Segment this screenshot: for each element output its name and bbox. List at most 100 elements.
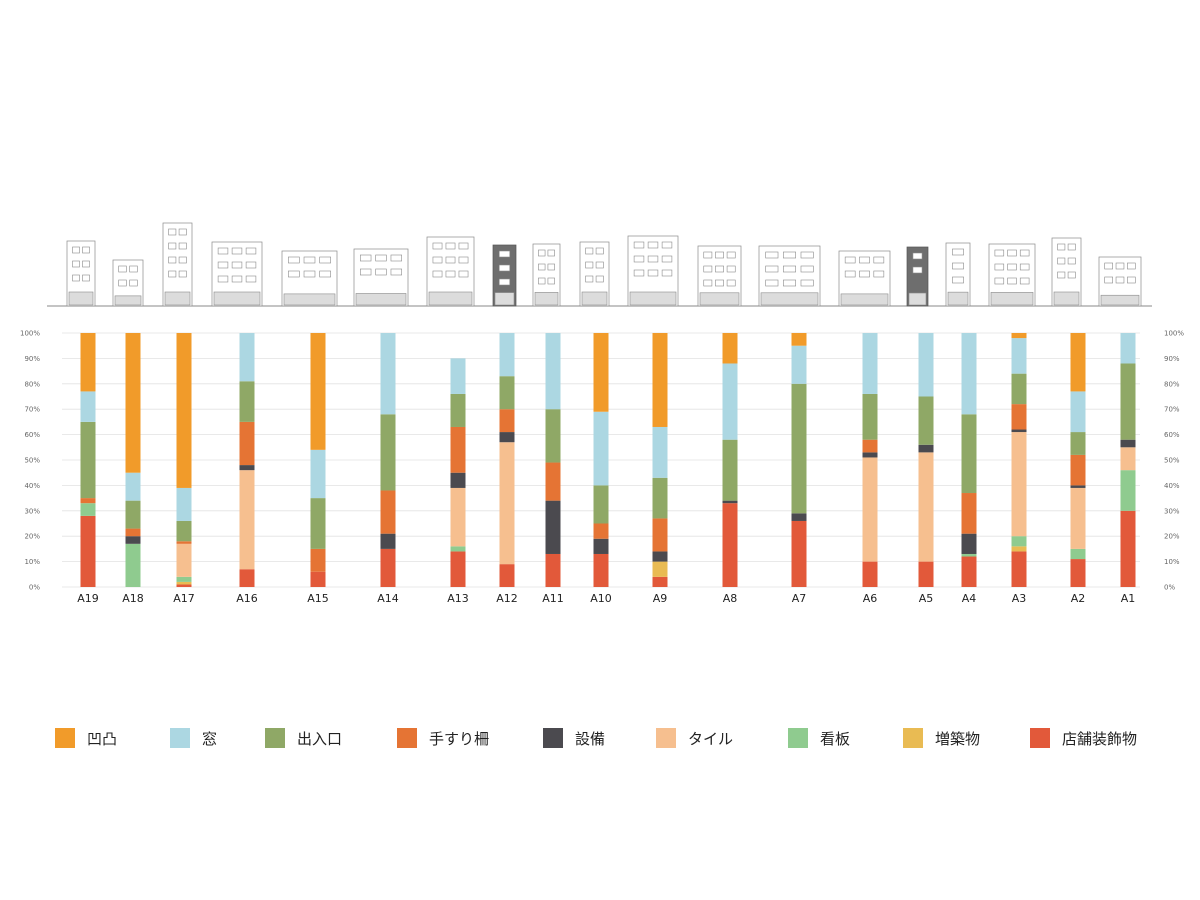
legend-item: 看板	[788, 728, 850, 748]
bar-segment	[1011, 546, 1027, 552]
bar-segment	[918, 561, 934, 587]
y-tick-label-right: 30%	[1164, 507, 1180, 515]
legend-label: 増築物	[935, 730, 980, 748]
legend-item: 窓	[170, 728, 217, 748]
bar-segment	[918, 444, 934, 453]
bar-segment	[862, 333, 878, 394]
facade-elevation	[162, 222, 193, 307]
bar-segment	[545, 409, 561, 463]
left-y-axis: 0% 10% 20% 30% 40% 50% 60% 70% 80% 90% 100%	[20, 330, 40, 592]
facade-elevation	[627, 235, 679, 307]
bar-segment	[862, 452, 878, 458]
category-label: A10	[590, 592, 612, 605]
bar-segment	[961, 414, 977, 494]
bar-segment	[450, 546, 466, 552]
facade-elevation	[112, 259, 144, 307]
legend-item: 出入口	[265, 728, 342, 748]
bar-segment	[380, 548, 396, 587]
bar-segment	[1070, 391, 1086, 433]
category-label: A5	[919, 592, 934, 605]
bar-segment	[80, 333, 96, 392]
category-label: A16	[236, 592, 258, 605]
bar-a4	[961, 333, 977, 587]
legend-item: 設備	[543, 728, 605, 748]
bar-segment	[80, 515, 96, 587]
category-label: A12	[496, 592, 518, 605]
bar-segment	[450, 393, 466, 427]
bar-segment	[961, 556, 977, 587]
legend-label: 凹凸	[87, 730, 117, 748]
bar-segment	[450, 551, 466, 587]
legend-label: 窓	[202, 730, 217, 748]
bar-segment	[1070, 333, 1086, 392]
bar-segment	[499, 564, 515, 587]
bar-segment	[1011, 404, 1027, 430]
bar-segment	[1011, 551, 1027, 587]
bar-segment	[80, 421, 96, 499]
bar-a2	[1070, 333, 1086, 587]
bar-segment	[652, 426, 668, 478]
legend-swatch	[543, 728, 563, 748]
bar-segment	[961, 533, 977, 554]
category-label: A19	[77, 592, 99, 605]
category-label: A8	[723, 592, 738, 605]
bar-segment	[652, 576, 668, 587]
facade-elevation	[426, 236, 475, 307]
category-label: A11	[542, 592, 564, 605]
y-tick-label-left: 20%	[24, 533, 40, 541]
bar-segment	[961, 333, 977, 415]
bar-segment	[593, 553, 609, 587]
bar-a17	[176, 333, 192, 587]
category-label: A17	[173, 592, 195, 605]
right-y-axis: 0% 10% 20% 30% 40% 50% 60% 70% 80% 90% 100%	[1164, 330, 1184, 592]
bar-segment	[1120, 447, 1136, 471]
bar-segment	[1070, 432, 1086, 455]
facade-elevation	[353, 248, 409, 307]
bar-segment	[593, 411, 609, 486]
bar-segment	[125, 472, 141, 501]
bar-segment	[1070, 487, 1086, 549]
bar-segment	[545, 333, 561, 410]
bar-a13	[450, 358, 466, 587]
bar-a14	[380, 333, 396, 587]
category-label: A18	[122, 592, 144, 605]
bar-segment	[380, 490, 396, 534]
y-tick-label-right: 10%	[1164, 558, 1180, 566]
bar-segment	[652, 518, 668, 552]
bar-a7	[791, 333, 807, 587]
bar-segment	[1011, 373, 1027, 405]
y-tick-label-left: 10%	[24, 558, 40, 566]
bar-segment	[80, 503, 96, 516]
bar-segment	[125, 500, 141, 529]
category-label: A1	[1121, 592, 1136, 605]
bar-segment	[239, 381, 255, 422]
bar-a6	[862, 333, 878, 587]
bar-segment	[791, 383, 807, 514]
bar-segment	[450, 426, 466, 473]
legend-swatch	[265, 728, 285, 748]
facade-elevation	[579, 241, 610, 307]
bar-a1	[1120, 333, 1136, 587]
y-tick-label-right: 60%	[1164, 431, 1180, 439]
y-tick-label-left: 40%	[24, 482, 40, 490]
legend-item: タイル	[656, 728, 733, 748]
bar-segment	[310, 333, 326, 450]
bar-segment	[722, 439, 738, 501]
legend-swatch	[55, 728, 75, 748]
y-tick-label-left: 30%	[24, 507, 40, 515]
bar-segment	[310, 571, 326, 587]
bar-segment	[593, 485, 609, 524]
category-label: A7	[792, 592, 807, 605]
bar-segment	[722, 363, 738, 440]
facade-elevation	[906, 246, 929, 307]
bar-segment	[652, 333, 668, 427]
category-label: A6	[863, 592, 878, 605]
bar-segment	[125, 536, 141, 544]
bar-segment	[176, 576, 192, 582]
bar-segment	[545, 462, 561, 501]
y-tick-label-left: 70%	[24, 406, 40, 414]
bar-segment	[499, 442, 515, 565]
bar-segment	[239, 569, 255, 587]
bar-segment	[1120, 439, 1136, 448]
